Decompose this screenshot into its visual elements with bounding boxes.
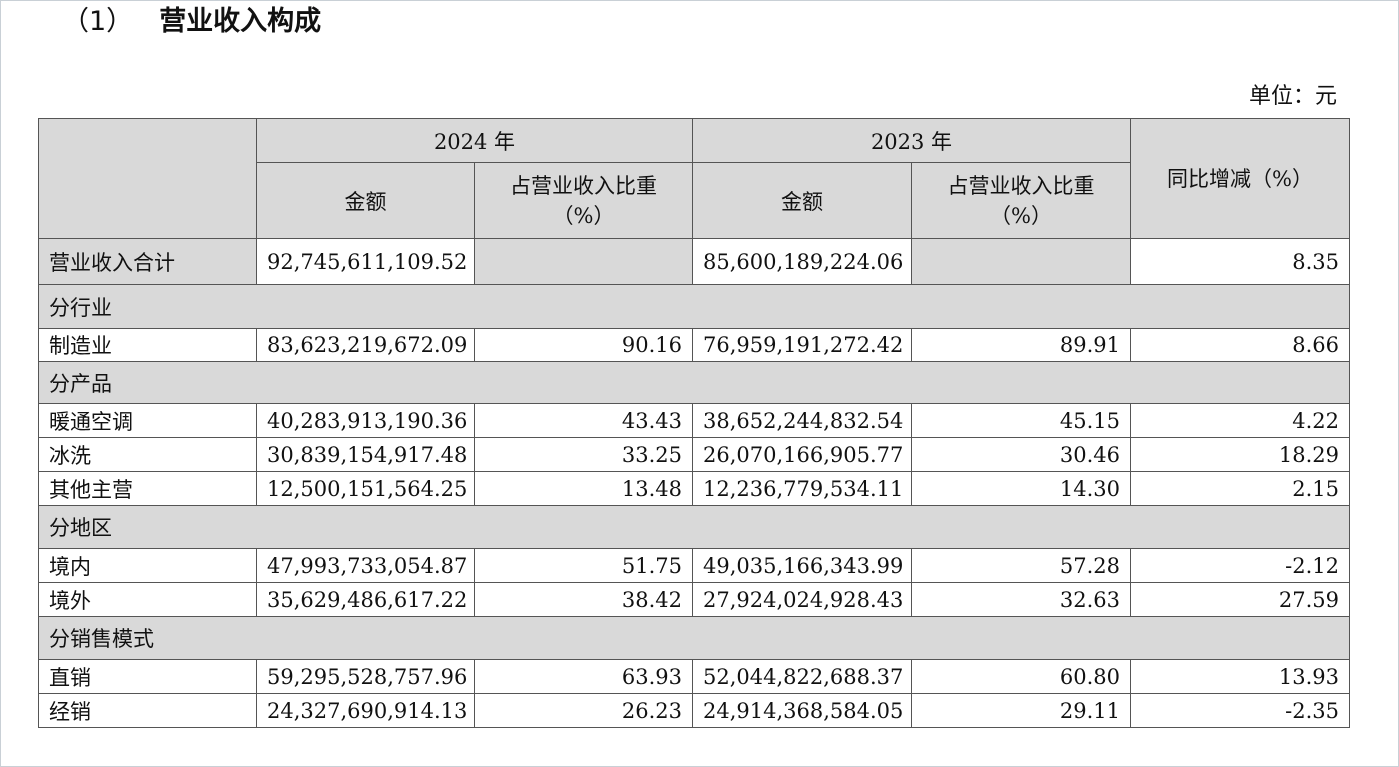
yoy-change: 8.66	[1130, 328, 1350, 362]
group-row: 分销售模式	[38, 616, 1350, 660]
table-row: 经销 24,327,690,914.13 26.23 24,914,368,58…	[38, 693, 1350, 728]
ratio-2024: 33.25	[474, 437, 693, 472]
unit-label: 单位：元	[1248, 84, 1337, 109]
ratio-2023: 45.15	[911, 403, 1131, 438]
row-label: 冰洗	[38, 437, 257, 472]
revenue-composition-table: 2024 年 2023 年 同比增减（%） 金额 占营业收入比重 （%） 金额 占…	[38, 118, 1350, 728]
total-amount-2023: 85,600,189,224.06	[692, 238, 912, 285]
table-row: 其他主营 12,500,151,564.25 13.48 12,236,779,…	[38, 471, 1350, 506]
yoy-change: 13.93	[1130, 659, 1350, 694]
total-amount-2024: 92,745,611,109.52	[256, 238, 475, 285]
group-row: 分产品	[38, 361, 1350, 404]
table-row: 直销 59,295,528,757.96 63.93 52,044,822,68…	[38, 659, 1350, 694]
amount-2023: 27,924,024,928.43	[692, 582, 912, 617]
amount-2023: 38,652,244,832.54	[692, 403, 912, 438]
ratio-2023: 30.46	[911, 437, 1131, 472]
header-yoy: 同比增减（%）	[1130, 118, 1350, 239]
row-label: 暖通空调	[38, 403, 257, 438]
header-ratio-2023-line1: 占营业收入比重	[947, 173, 1095, 198]
amount-2024: 24,327,690,914.13	[256, 693, 475, 728]
amount-2023: 52,044,822,688.37	[692, 659, 912, 694]
yoy-change: 27.59	[1130, 582, 1350, 617]
ratio-2023: 60.80	[911, 659, 1131, 694]
row-label: 境外	[38, 582, 257, 617]
amount-2024: 47,993,733,054.87	[256, 548, 475, 583]
ratio-2024: 43.43	[474, 403, 693, 438]
ratio-2023: 57.28	[911, 548, 1131, 583]
header-ratio-2024-line1: 占营业收入比重	[510, 173, 657, 198]
group-label: 分销售模式	[38, 616, 1350, 660]
header-ratio-2023: 占营业收入比重 （%）	[911, 162, 1131, 239]
group-label: 分行业	[38, 284, 1350, 329]
yoy-change: -2.12	[1130, 548, 1350, 583]
table-row: 冰洗 30,839,154,917.48 33.25 26,070,166,90…	[38, 437, 1350, 472]
section-heading: （1） 营业收入构成	[62, 4, 321, 40]
amount-2024: 83,623,219,672.09	[256, 328, 475, 362]
ratio-2024: 38.42	[474, 582, 693, 617]
ratio-2023: 14.30	[911, 471, 1131, 506]
ratio-2024: 90.16	[474, 328, 693, 362]
ratio-2024: 63.93	[474, 659, 693, 694]
amount-2023: 24,914,368,584.05	[692, 693, 912, 728]
yoy-change: 4.22	[1130, 403, 1350, 438]
row-label: 其他主营	[38, 471, 257, 506]
row-label: 境内	[38, 548, 257, 583]
ratio-2023: 29.11	[911, 693, 1131, 728]
header-year-2023: 2023 年	[692, 118, 1131, 163]
header-corner-cell	[38, 118, 257, 239]
ratio-2023: 89.91	[911, 328, 1131, 362]
ratio-2024: 26.23	[474, 693, 693, 728]
header-row-columns: 金额 占营业收入比重 （%） 金额 占营业收入比重 （%）	[39, 162, 1350, 239]
ratio-2024: 51.75	[474, 548, 693, 583]
total-label: 营业收入合计	[38, 238, 257, 285]
amount-2023: 76,959,191,272.42	[692, 328, 912, 362]
yoy-change: -2.35	[1130, 693, 1350, 728]
header-row-years: 2024 年 2023 年 同比增减（%）	[38, 118, 1350, 239]
amount-2023: 26,070,166,905.77	[692, 437, 912, 472]
header-ratio-2024: 占营业收入比重 （%）	[474, 162, 693, 239]
ratio-2023: 32.63	[911, 582, 1131, 617]
total-ratio-2023-empty	[911, 238, 1131, 285]
header-amount-2023: 金额	[692, 162, 912, 239]
amount-2024: 30,839,154,917.48	[256, 437, 475, 472]
section-number: （1）	[62, 6, 134, 37]
ratio-2024: 13.48	[474, 471, 693, 506]
yoy-change: 2.15	[1130, 471, 1350, 506]
table-row: 制造业 83,623,219,672.09 90.16 76,959,191,2…	[38, 328, 1350, 362]
row-label: 经销	[38, 693, 257, 728]
amount-2023: 12,236,779,534.11	[692, 471, 912, 506]
amount-2024: 12,500,151,564.25	[256, 471, 475, 506]
header-amount-2024: 金额	[256, 162, 475, 239]
table-row: 境内 47,993,733,054.87 51.75 49,035,166,34…	[38, 548, 1350, 583]
group-label: 分地区	[38, 505, 1350, 549]
header-year-2024: 2024 年	[256, 118, 693, 163]
header-ratio-2023-line2: （%）	[990, 203, 1052, 228]
table-row: 境外 35,629,486,617.22 38.42 27,924,024,92…	[38, 582, 1350, 617]
amount-2024: 40,283,913,190.36	[256, 403, 475, 438]
group-label: 分产品	[38, 361, 1350, 404]
total-row: 营业收入合计 92,745,611,109.52 85,600,189,224.…	[38, 238, 1350, 285]
group-row: 分行业	[38, 284, 1350, 329]
row-label: 直销	[38, 659, 257, 694]
group-row: 分地区	[38, 505, 1350, 549]
amount-2024: 35,629,486,617.22	[256, 582, 475, 617]
amount-2023: 49,035,166,343.99	[692, 548, 912, 583]
header-ratio-2024-line2: （%）	[552, 203, 615, 228]
amount-2024: 59,295,528,757.96	[256, 659, 475, 694]
section-title: 营业收入构成	[159, 6, 322, 37]
table-row: 暖通空调 40,283,913,190.36 43.43 38,652,244,…	[38, 403, 1350, 438]
row-label: 制造业	[38, 328, 257, 362]
yoy-change: 18.29	[1130, 437, 1350, 472]
total-ratio-2024-empty	[474, 238, 693, 285]
total-yoy: 8.35	[1130, 238, 1350, 285]
